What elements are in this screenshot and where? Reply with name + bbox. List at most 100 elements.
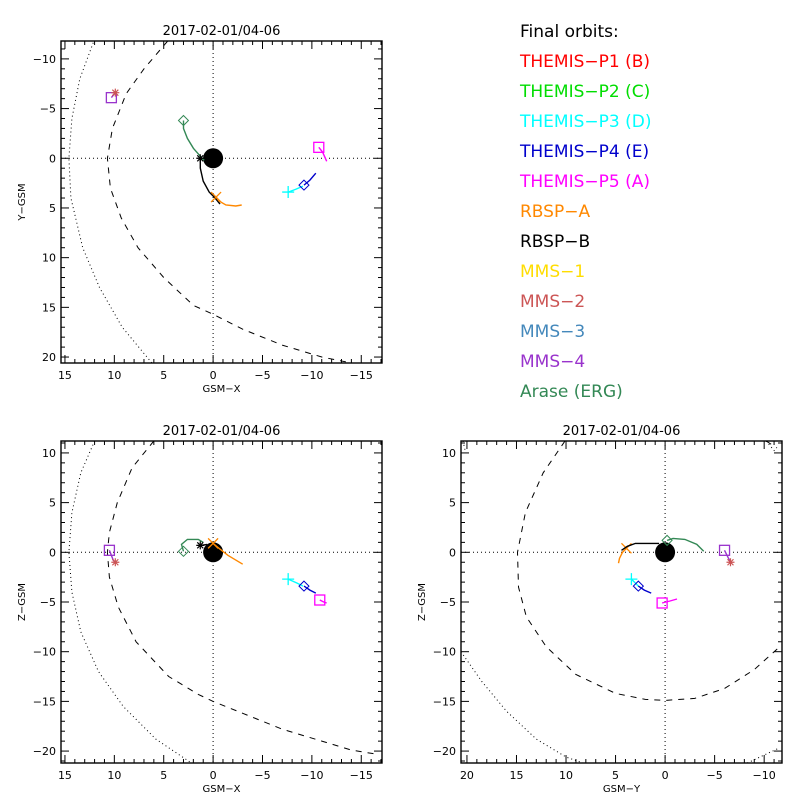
x-tick-label: 0	[210, 369, 217, 382]
legend-title: Final orbits:	[520, 22, 619, 42]
y-axis-title: Z−GSM	[417, 583, 428, 621]
x-tick-label: 10	[107, 769, 121, 782]
orbit-arase-erg	[182, 120, 205, 161]
x-tick-label: 5	[160, 769, 167, 782]
y-tick-label: 10	[442, 447, 456, 460]
earth-marker	[203, 148, 224, 169]
orbit-rbsp-b	[621, 542, 660, 551]
magnetopause-boundary	[106, 41, 352, 363]
y-tick-label: 10	[42, 252, 56, 265]
y-tick-label: −10	[33, 53, 56, 66]
x-tick-label: −5	[254, 369, 270, 382]
x-axis-title: GSM−X	[203, 384, 241, 395]
x-tick-label: 10	[559, 769, 573, 782]
earth-marker	[203, 542, 224, 563]
marker-arase-erg	[177, 114, 190, 127]
y-tick-label: 0	[449, 546, 456, 559]
marker-mms-2	[726, 558, 735, 567]
axes-frame	[460, 440, 783, 764]
axes-frame	[60, 440, 383, 764]
orbit-themis-p3-d	[287, 578, 304, 587]
plot-area	[61, 441, 382, 763]
y-tick-label: −5	[40, 596, 56, 609]
y-axis-title: Z−GSM	[17, 583, 28, 621]
marker-themis-p3-d	[625, 573, 638, 586]
legend-item: RBSP−B	[520, 232, 590, 252]
marker-rbsp-a	[210, 191, 222, 203]
marker-mms-2	[111, 558, 120, 567]
marker-themis-p4-e	[298, 179, 310, 191]
marker-themis-p5-a	[313, 141, 325, 153]
orbit-themis-p5-a	[319, 599, 327, 604]
y-tick-label: −10	[433, 646, 456, 659]
magnetopause-topright-boundary	[765, 441, 778, 449]
y-tick-label: 15	[42, 301, 56, 314]
marker-themis-p5-a	[314, 594, 326, 606]
x-tick-label: −15	[350, 769, 373, 782]
legend-item: MMS−4	[520, 352, 585, 372]
x-tick-label: 10	[107, 369, 121, 382]
legend: Final orbits: THEMIS−P1 (B) THEMIS−P2 (C) T…	[519, 22, 651, 402]
bow-shock-boundary	[68, 441, 192, 763]
x-tick-label: 15	[58, 769, 72, 782]
marker-themis-p4-e	[632, 580, 645, 592]
x-tick-label: −5	[254, 769, 270, 782]
legend-item: MMS−1	[520, 262, 585, 282]
marker-arase-erg	[661, 534, 673, 547]
orbit-rbsp-b	[199, 158, 221, 205]
y-tick-label: 20	[42, 351, 56, 364]
y-tick-label: 0	[49, 152, 56, 165]
x-tick-label: 0	[210, 769, 217, 782]
orbit-themis-p3-d	[630, 578, 639, 587]
y-tick-label: −5	[40, 103, 56, 116]
panel-title: 2017-02-01/04-06	[563, 424, 681, 439]
y-tick-label: −20	[33, 745, 56, 758]
x-tick-label: 5	[160, 369, 167, 382]
x-axis-title: GSM−Y	[603, 784, 641, 795]
marker-themis-p3-d	[282, 573, 295, 586]
y-tick-label: −20	[433, 745, 456, 758]
bow-shock-boundary	[68, 41, 153, 363]
marker-mms-4	[718, 544, 731, 556]
orbit-themis-p4-e	[637, 585, 652, 594]
legend-item: THEMIS−P1 (B)	[519, 52, 650, 72]
marker-themis-p4-e	[298, 580, 310, 592]
x-tick-label: −10	[300, 369, 323, 382]
magnetopause-boundary	[106, 441, 377, 755]
bow-shock-topleft-boundary	[462, 441, 466, 451]
marker-mms-2	[111, 88, 120, 97]
axes-frame	[60, 40, 383, 364]
orbit-themis-p5-a	[318, 146, 328, 162]
legend-item: THEMIS−P3 (D)	[519, 112, 651, 132]
legend-item: THEMIS−P5 (A)	[519, 172, 650, 192]
y-tick-label: 10	[42, 447, 56, 460]
y-tick-label: 0	[49, 546, 56, 559]
legend-item: THEMIS−P4 (E)	[519, 142, 649, 162]
x-tick-label: −15	[350, 369, 373, 382]
panel-1: 2017-02-01/04-06 15 10 5 0 −5 −10 −15 −10 −5 0 5 10 1…	[17, 24, 383, 395]
x-tick-label: −10	[300, 769, 323, 782]
x-tick-label: 5	[612, 769, 619, 782]
x-tick-label: −10	[753, 769, 776, 782]
legend-item: Arase (ERG)	[520, 382, 623, 402]
y-tick-label: 5	[49, 497, 56, 510]
bow-shock-left-boundary	[461, 651, 584, 763]
marker-arase-erg	[177, 545, 190, 558]
y-tick-label: 5	[449, 497, 456, 510]
marker-rbsp-b	[196, 541, 205, 550]
marker-themis-p5-a	[656, 597, 668, 609]
y-tick-label: 5	[49, 202, 56, 215]
marker-rbsp-a	[207, 537, 219, 549]
orbit-themis-p4-e	[303, 172, 317, 186]
x-tick-label: 15	[509, 769, 523, 782]
orbit-rbsp-a	[617, 547, 627, 564]
y-tick-label: −10	[33, 646, 56, 659]
y-tick-label: −5	[440, 596, 456, 609]
marker-rbsp-b	[196, 154, 205, 163]
legend-item: THEMIS−P2 (C)	[519, 82, 650, 102]
panel-2: 2017-02-01/04-06 15 10 5 0 −5 −10 −15 10 5 0 −5 −10 −…	[17, 424, 383, 795]
orbit-arase-erg	[180, 538, 204, 552]
earth-marker	[655, 542, 676, 563]
y-axis-title: Y−GSM	[17, 183, 28, 221]
